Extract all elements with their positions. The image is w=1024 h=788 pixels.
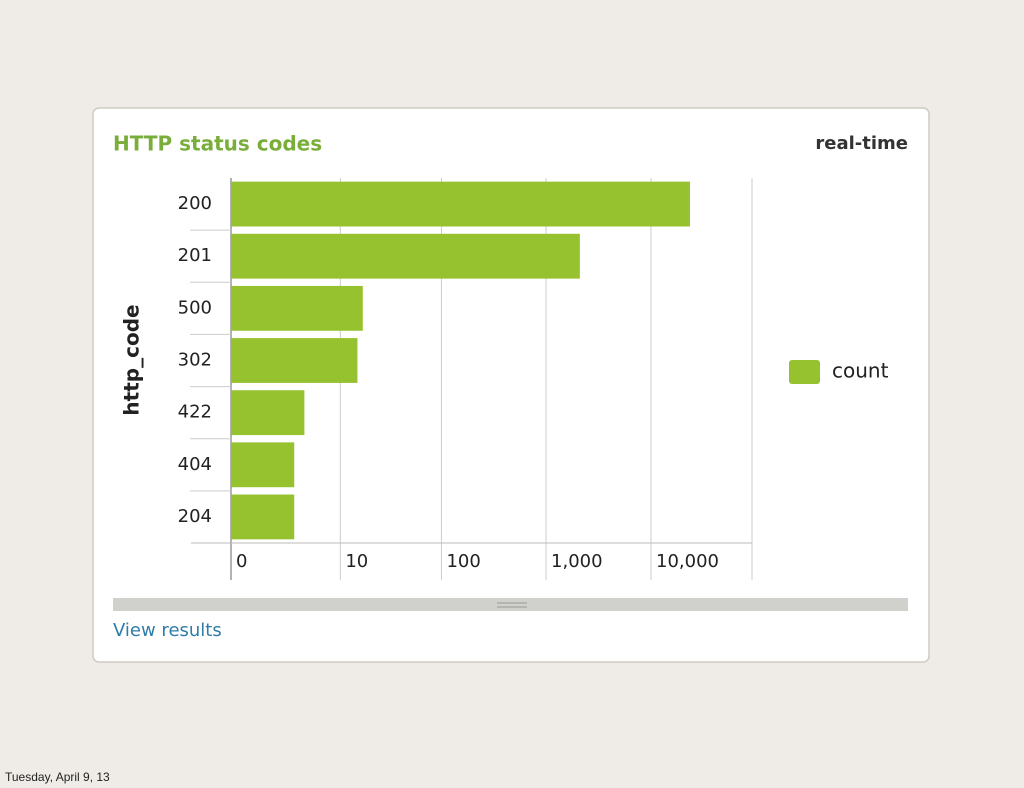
bar — [231, 181, 690, 227]
x-tick-label: 0 — [236, 551, 247, 572]
scrollbar[interactable] — [113, 598, 908, 611]
legend-label: count — [832, 359, 889, 383]
y-tick-label: 422 — [178, 402, 212, 423]
footer: Tuesday, April 9, 13 — [5, 770, 110, 784]
subtitle: real-time — [815, 133, 908, 154]
y-axis-label: http_code — [120, 304, 144, 415]
chart-title: HTTP status codes — [113, 132, 322, 156]
y-tick-label: 404 — [178, 454, 212, 475]
bar — [231, 233, 580, 279]
bar — [231, 494, 295, 540]
view-results-link[interactable]: View results — [113, 620, 222, 641]
bar — [231, 390, 305, 436]
y-tick-label: 201 — [178, 245, 212, 266]
bar — [231, 442, 295, 488]
bar — [231, 285, 363, 331]
y-tick-label: 302 — [178, 350, 212, 371]
y-tick-label: 500 — [178, 297, 212, 318]
x-tick-label: 10 — [345, 551, 368, 572]
x-tick-label: 1,000 — [551, 551, 603, 572]
y-tick-label: 204 — [178, 506, 212, 527]
bar — [231, 338, 358, 383]
y-tick-label: 200 — [178, 193, 212, 214]
x-tick-label: 10,000 — [656, 551, 719, 572]
legend-swatch — [789, 360, 820, 384]
x-tick-label: 100 — [446, 551, 480, 572]
